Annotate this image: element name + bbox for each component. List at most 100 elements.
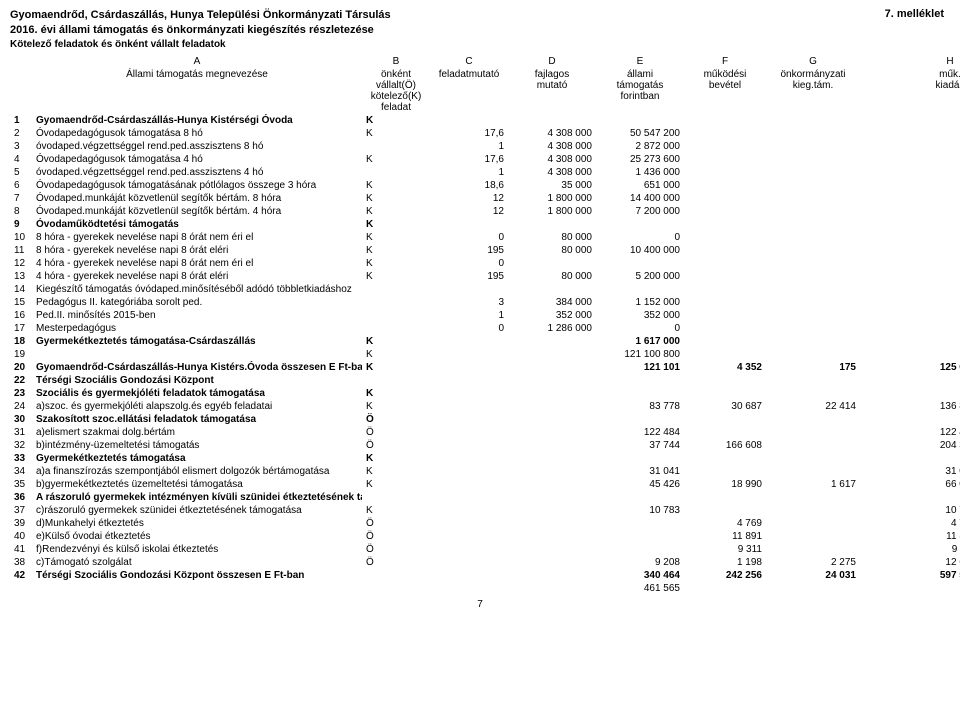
table-row: 17Mesterpedagógus01 286 0000 <box>10 322 960 335</box>
cell <box>860 361 920 374</box>
cell: 3 <box>10 140 32 153</box>
cell <box>430 517 508 530</box>
cell <box>766 166 860 179</box>
col-letter: B <box>362 55 430 68</box>
cell: b)intézmény-üzemeltetési támogatás <box>32 439 362 452</box>
cell <box>362 309 430 322</box>
cell: 1 286 000 <box>508 322 596 335</box>
cell <box>596 114 684 127</box>
cell: K <box>362 205 430 218</box>
cell <box>508 361 596 374</box>
cell: 18 <box>10 335 32 348</box>
table-row: 6Óvodapedagógusok támogatásának pótlólag… <box>10 179 960 192</box>
cell <box>766 153 860 166</box>
cell: 18 990 <box>684 478 766 491</box>
cell <box>920 244 960 257</box>
cell <box>430 114 508 127</box>
cell <box>684 452 766 465</box>
cell: 50 547 200 <box>596 127 684 140</box>
cell: 16 <box>10 309 32 322</box>
cell: 195 <box>430 270 508 283</box>
cell <box>508 465 596 478</box>
cell: Ö <box>362 413 430 426</box>
cell: K <box>362 127 430 140</box>
cell <box>508 556 596 569</box>
col-letter: D <box>508 55 596 68</box>
cell <box>766 322 860 335</box>
cell: Óvodaped.munkáját közvetlenül segítők bé… <box>32 192 362 205</box>
col-header: államitámogatásforintban <box>596 68 684 114</box>
cell: 597 543 <box>920 569 960 582</box>
cell <box>508 283 596 296</box>
cell <box>860 348 920 361</box>
cell <box>684 270 766 283</box>
cell: 33 <box>10 452 32 465</box>
cell: 20 <box>10 361 32 374</box>
col-header: feladatmutató <box>430 68 508 114</box>
table-row: 8Óvodaped.munkáját közvetlenül segítők b… <box>10 205 960 218</box>
cell: 1 152 000 <box>596 296 684 309</box>
cell <box>684 374 766 387</box>
cell: 42 <box>10 569 32 582</box>
cell: 41 <box>10 543 32 556</box>
cell: K <box>362 504 430 517</box>
cell: 4 308 000 <box>508 153 596 166</box>
cell <box>766 270 860 283</box>
cell: 461 565 <box>596 582 684 595</box>
cell <box>860 426 920 439</box>
table-row: 24a)szoc. és gyermekjóléti alapszolg.és … <box>10 400 960 413</box>
cell <box>596 530 684 543</box>
table-row: 30Szakosított szoc.ellátási feladatok tá… <box>10 413 960 426</box>
cell <box>920 283 960 296</box>
cell: 5 200 000 <box>596 270 684 283</box>
cell: 12 <box>10 257 32 270</box>
cell: 6 <box>10 179 32 192</box>
cell: 10 <box>10 231 32 244</box>
cell <box>766 205 860 218</box>
cell: 8 hóra - gyerekek nevelése napi 8 órát n… <box>32 231 362 244</box>
cell <box>860 205 920 218</box>
cell <box>508 504 596 517</box>
cell: 384 000 <box>508 296 596 309</box>
cell: 8 <box>10 205 32 218</box>
cell: 24 031 <box>766 569 860 582</box>
cell: 1 617 <box>766 478 860 491</box>
cell: 2 872 000 <box>596 140 684 153</box>
cell <box>860 166 920 179</box>
cell: 22 <box>10 374 32 387</box>
cell <box>860 192 920 205</box>
cell: Ped.II. minősítés 2015-ben <box>32 309 362 322</box>
cell: K <box>362 335 430 348</box>
cell: 122 484 <box>920 426 960 439</box>
cell <box>508 491 596 504</box>
cell <box>766 257 860 270</box>
cell: 166 608 <box>684 439 766 452</box>
cell <box>920 322 960 335</box>
cell <box>920 257 960 270</box>
cell <box>684 218 766 231</box>
table-row: 3óvodaped.végzettséggel rend.ped.asszisz… <box>10 140 960 153</box>
cell <box>920 218 960 231</box>
cell <box>684 179 766 192</box>
cell <box>860 114 920 127</box>
cell <box>596 452 684 465</box>
table-row: 2Óvodapedagógusok támogatása 8 hóK17,64 … <box>10 127 960 140</box>
cell: 0 <box>596 322 684 335</box>
cell: 1 800 000 <box>508 205 596 218</box>
cell <box>860 413 920 426</box>
cell <box>766 582 860 595</box>
title-line-1: Gyomaendrőd, Csárdaszállás, Hunya Telepü… <box>10 8 950 23</box>
cell: 39 <box>10 517 32 530</box>
column-letters-row: A B C D E F G H <box>10 55 960 68</box>
cell <box>508 530 596 543</box>
cell: 121 101 <box>596 361 684 374</box>
cell <box>766 374 860 387</box>
cell <box>596 491 684 504</box>
cell <box>596 517 684 530</box>
cell: d)Munkahelyi étkeztetés <box>32 517 362 530</box>
col-letter: A <box>32 55 362 68</box>
cell <box>860 218 920 231</box>
cell: Óvodaműködtetési támogatás <box>32 218 362 231</box>
cell <box>508 439 596 452</box>
table-row: 7Óvodaped.munkáját közvetlenül segítők b… <box>10 192 960 205</box>
